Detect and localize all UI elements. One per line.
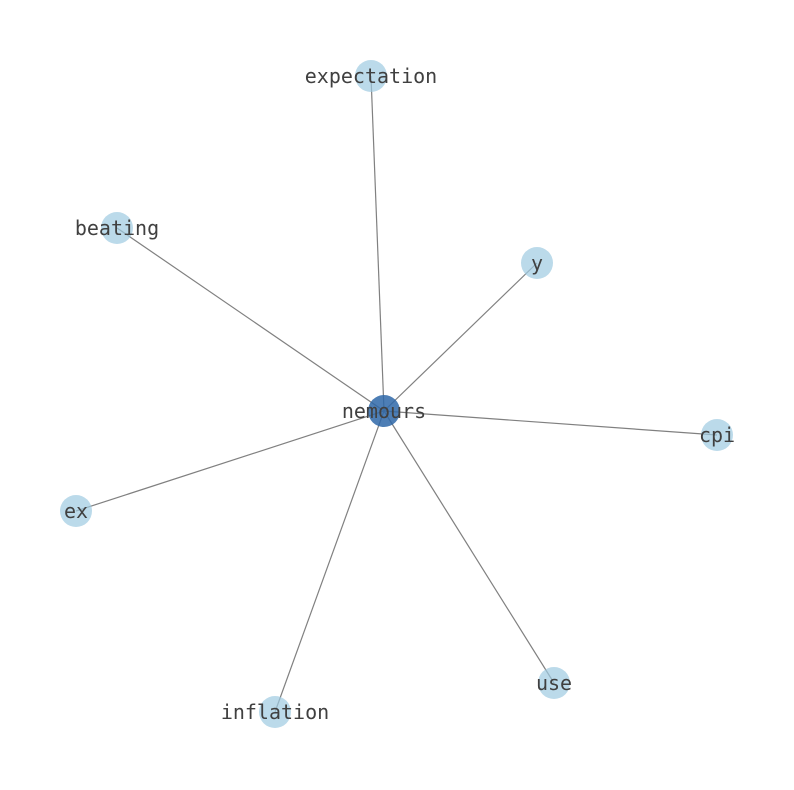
edge-nemours-use xyxy=(383,410,555,684)
edge-nemours-y xyxy=(383,262,538,412)
node-expectation xyxy=(355,60,387,92)
node-label-expectation: expectation xyxy=(305,64,437,88)
node-inflation xyxy=(259,696,291,728)
node-label-beating: beating xyxy=(75,216,159,240)
node-label-inflation: inflation xyxy=(221,700,329,724)
edge-nemours-inflation xyxy=(274,410,385,713)
node-y xyxy=(521,247,553,279)
edge-nemours-cpi xyxy=(383,410,718,436)
node-ex xyxy=(60,495,92,527)
edge-nemours-beating xyxy=(116,227,385,412)
node-label-nemours: nemours xyxy=(342,399,426,423)
edge-nemours-ex xyxy=(75,410,385,512)
node-nemours xyxy=(368,395,400,427)
node-cpi xyxy=(701,419,733,451)
node-beating xyxy=(101,212,133,244)
node-label-use: use xyxy=(536,671,572,695)
node-label-ex: ex xyxy=(64,499,88,523)
node-label-y: y xyxy=(531,251,543,275)
edge-nemours-expectation xyxy=(370,75,385,412)
node-use xyxy=(538,667,570,699)
node-label-cpi: cpi xyxy=(699,423,735,447)
